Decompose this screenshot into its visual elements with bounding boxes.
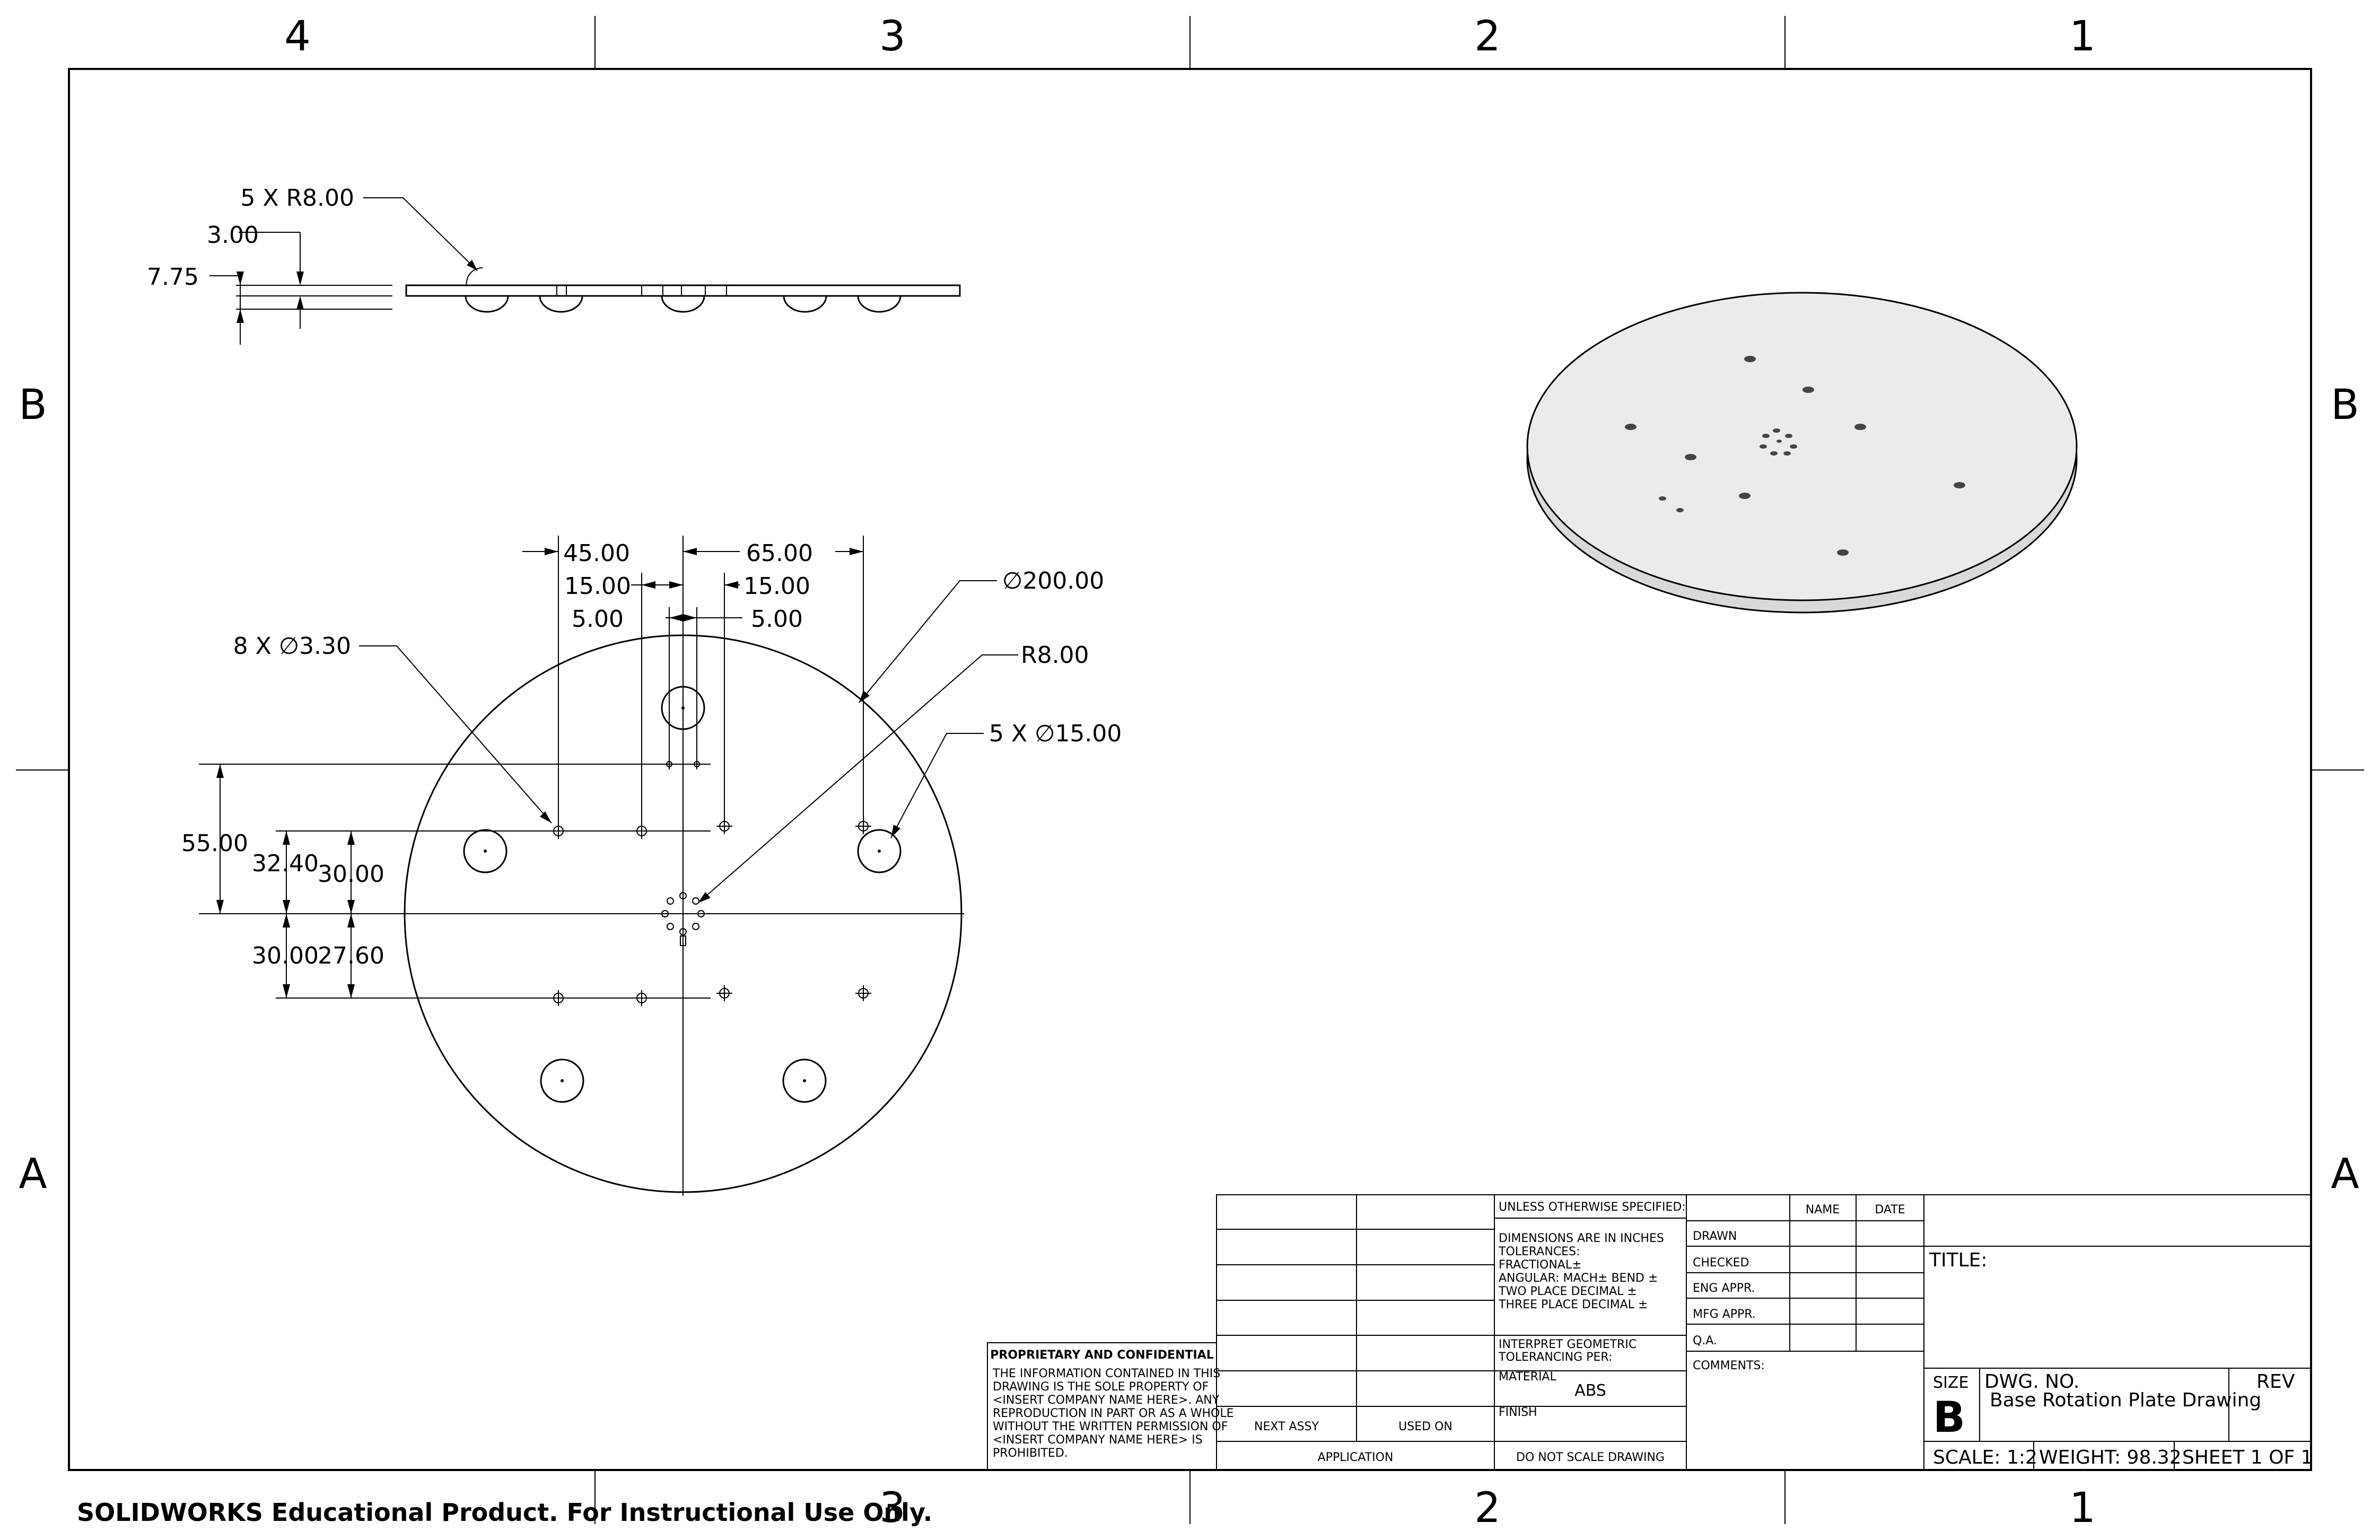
educational-watermark: SOLIDWORKS Educational Product. For Inst… — [77, 1498, 932, 1527]
qa-label: Q.A. — [1693, 1334, 1717, 1348]
dim-45-00: 45.00 — [563, 540, 630, 567]
callout-8x-holes: 8 X ∅3.30 — [233, 633, 351, 660]
proprietary-line-5: WITHOUT THE WRITTEN PERMISSION OF — [993, 1420, 1228, 1433]
dim-32-40: 32.40 — [252, 850, 319, 877]
proprietary-line-4: REPRODUCTION IN PART OR AS A WHOLE — [993, 1407, 1234, 1420]
scale-value: SCALE: 1:2 — [1933, 1447, 2037, 1468]
dim-5-00-right: 5.00 — [751, 606, 803, 633]
dim-27-60: 27.60 — [318, 942, 384, 969]
size-label: SIZE — [1933, 1373, 1968, 1392]
title-label: TITLE: — [1929, 1249, 1988, 1271]
big-hole-lower-right — [782, 1058, 827, 1103]
name-header: NAME — [1806, 1203, 1840, 1217]
tolerance-line-2: TOLERANCES: — [1498, 1245, 1580, 1258]
date-header: DATE — [1875, 1203, 1905, 1217]
rev-label: REV — [2256, 1371, 2295, 1393]
dim-30-00-upper: 30.00 — [318, 861, 384, 888]
dwg-no-label: DWG. NO. — [1984, 1371, 2079, 1393]
used-on-label: USED ON — [1398, 1420, 1452, 1433]
zone-column-2: 2 — [1474, 13, 1501, 60]
zone-column-3: 3 — [879, 13, 906, 60]
zone-row-b-left: B — [19, 381, 47, 429]
finish-label: FINISH — [1499, 1406, 1537, 1419]
proprietary-line-2: DRAWING IS THE SOLE PROPERTY OF — [993, 1380, 1209, 1394]
dwg-no-value: Base Rotation Plate Drawing — [1990, 1389, 2261, 1411]
side-dim-7-75: 7.75 — [147, 264, 199, 291]
big-hole-left — [463, 829, 508, 873]
callout-r8: R8.00 — [1021, 642, 1089, 669]
title-block — [987, 1194, 2312, 1471]
sheet-value: SHEET 1 OF 1 — [2182, 1447, 2313, 1468]
tolerance-line-4: ANGULAR: MACH± BEND ± — [1499, 1272, 1658, 1285]
sheet-border — [16, 16, 2364, 1524]
proprietary-title: PROPRIETARY AND CONFIDENTIAL — [990, 1349, 1213, 1362]
dim-5-00-left: 5.00 — [572, 606, 624, 633]
zone-column-1: 1 — [2069, 13, 2096, 60]
side-view — [209, 197, 961, 345]
tolerance-line-3: FRACTIONAL± — [1499, 1258, 1582, 1272]
interpret-line-2: TOLERANCING PER: — [1498, 1351, 1612, 1364]
dim-15-00-left: 15.00 — [564, 573, 631, 600]
tolerance-line-1: DIMENSIONS ARE IN INCHES — [1499, 1232, 1664, 1245]
drawn-label: DRAWN — [1693, 1230, 1737, 1243]
zone-row-a-left: A — [19, 1150, 47, 1198]
tolerance-line-6: THREE PLACE DECIMAL ± — [1498, 1298, 1648, 1311]
callout-5x-holes: 5 X ∅15.00 — [989, 720, 1122, 747]
zone-row-b-right: B — [2331, 381, 2359, 429]
proprietary-line-6: <INSERT COMPANY NAME HERE> IS — [993, 1433, 1203, 1447]
dim-65-00: 65.00 — [746, 540, 813, 567]
big-hole-right — [857, 829, 902, 873]
top-view — [199, 536, 1018, 1196]
eng-appr-label: ENG APPR. — [1693, 1282, 1755, 1295]
checked-label: CHECKED — [1693, 1256, 1749, 1270]
material-value: ABS — [1574, 1381, 1606, 1400]
side-dim-3-00: 3.00 — [207, 222, 259, 249]
dim-30-00-lower: 30.00 — [252, 942, 319, 969]
dim-55-00: 55.00 — [181, 830, 248, 857]
zone-column-4: 4 — [284, 13, 311, 60]
do-not-scale: DO NOT SCALE DRAWING — [1516, 1451, 1665, 1464]
next-assy-label: NEXT ASSY — [1254, 1420, 1319, 1433]
proprietary-line-3: <INSERT COMPANY NAME HERE>. ANY — [993, 1394, 1220, 1407]
zone-column-3-bottom: 3 — [879, 1484, 906, 1532]
zone-column-2-bottom: 2 — [1474, 1484, 1501, 1532]
material-label: MATERIAL — [1499, 1370, 1556, 1384]
zone-row-a-right: A — [2331, 1150, 2359, 1198]
weight-value: WEIGHT: 98.32 — [2039, 1447, 2182, 1468]
proprietary-line-1: THE INFORMATION CONTAINED IN THIS — [992, 1367, 1220, 1380]
comments-label: COMMENTS: — [1693, 1359, 1765, 1372]
isometric-view — [1526, 292, 2078, 614]
application-label: APPLICATION — [1318, 1451, 1394, 1464]
proprietary-line-7: PROHIBITED. — [993, 1447, 1068, 1460]
zone-column-1-bottom: 1 — [2069, 1484, 2096, 1532]
side-callout-radius: 5 X R8.00 — [240, 185, 354, 212]
tolerance-line-5: TWO PLACE DECIMAL ± — [1498, 1285, 1637, 1298]
unless-specified: UNLESS OTHERWISE SPECIFIED: — [1499, 1201, 1686, 1214]
size-value: B — [1933, 1393, 1965, 1442]
big-hole-lower-left — [540, 1058, 584, 1103]
callout-diameter-200: ∅200.00 — [1002, 567, 1104, 594]
interpret-line-1: INTERPRET GEOMETRIC — [1499, 1338, 1637, 1351]
mfg-appr-label: MFG APPR. — [1693, 1308, 1756, 1321]
dim-15-00-right: 15.00 — [743, 573, 810, 600]
big-hole-top — [661, 686, 705, 730]
